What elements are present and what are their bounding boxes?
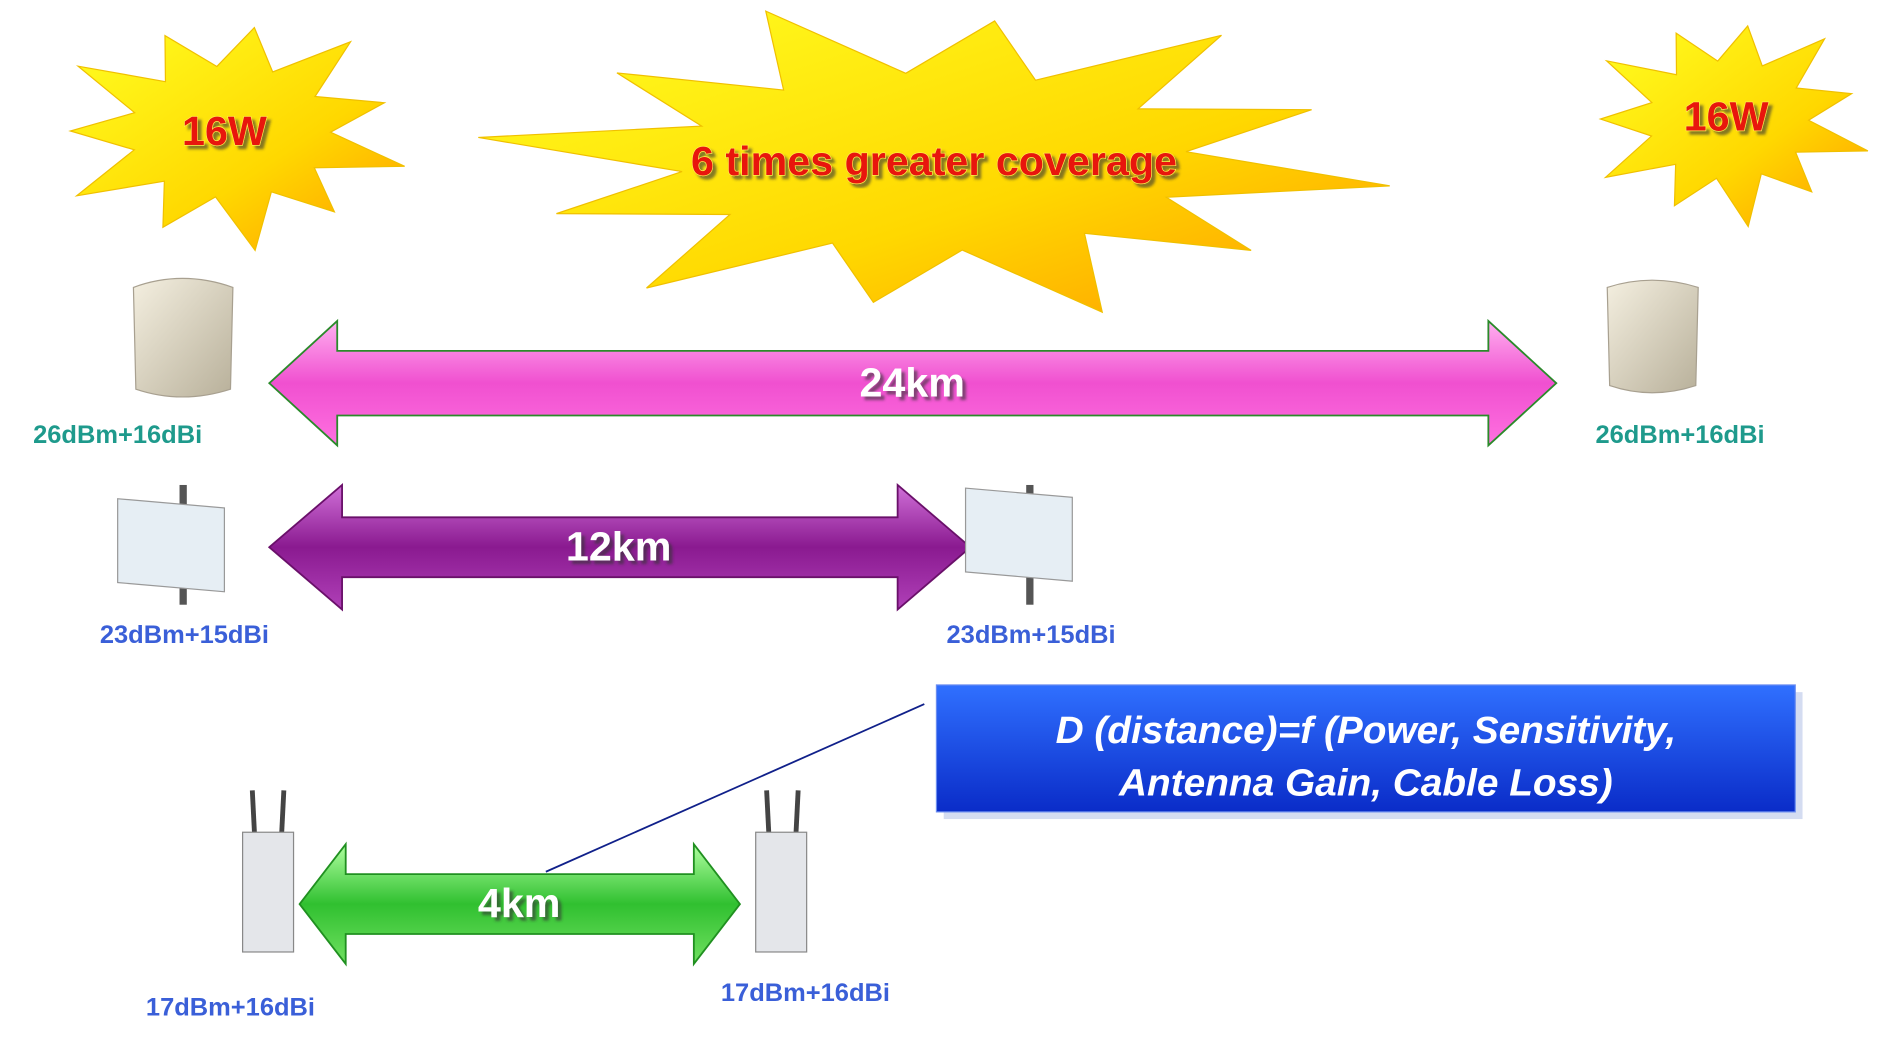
bursts: 16W 6 times greater coverage 16W <box>70 11 1868 312</box>
burst-label: 16W <box>182 108 267 154</box>
slide: 16W 6 times greater coverage 16W 24km 12km 4… <box>0 0 1902 1037</box>
device-spec: 23dBm+15dBi <box>947 621 1116 649</box>
burst-label: 16W <box>1684 94 1769 140</box>
distance-label: 4km <box>478 880 561 926</box>
burst-label: 6 times greater coverage <box>691 138 1177 184</box>
device-spec: 26dBm+16dBi <box>33 421 202 449</box>
distance-label: 24km <box>859 360 964 406</box>
device-spec: 17dBm+16dBi <box>146 994 315 1022</box>
distance-label: 12km <box>566 524 671 570</box>
formula-line: D (distance)=f (Power, Sensitivity, <box>1056 709 1677 752</box>
device-spec: 17dBm+16dBi <box>721 979 890 1007</box>
arrows: 24km 12km 4km <box>269 321 1556 964</box>
device-spec: 23dBm+15dBi <box>100 621 269 649</box>
device-spec: 26dBm+16dBi <box>1595 421 1764 449</box>
callout-line <box>546 704 924 872</box>
formula-line: Antenna Gain, Cable Loss) <box>1118 762 1613 805</box>
